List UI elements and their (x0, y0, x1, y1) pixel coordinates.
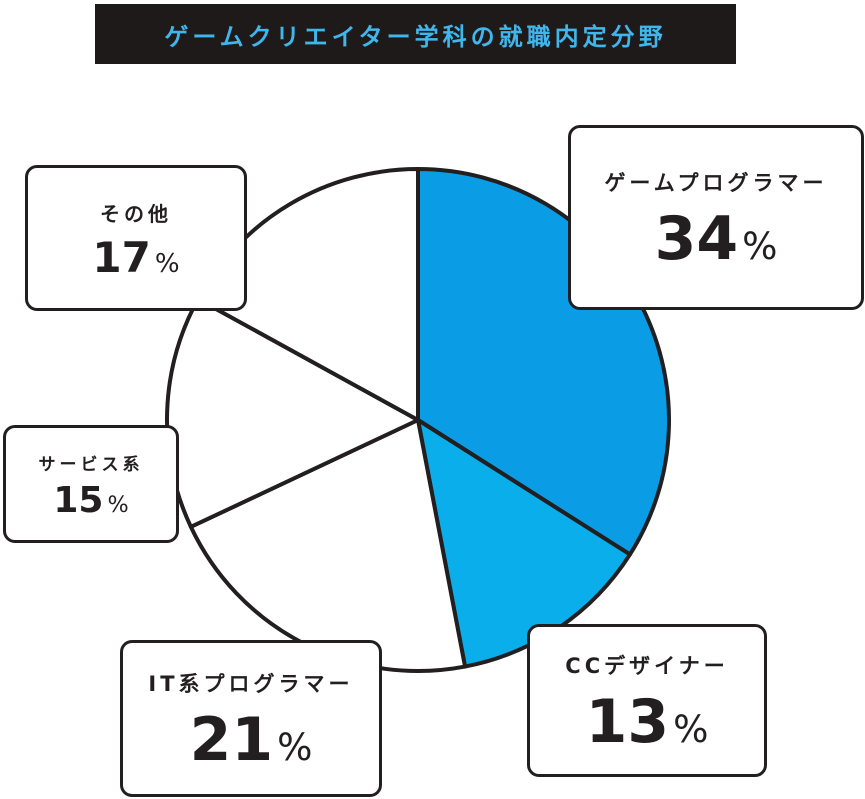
label-box-service: サービス系 15% (3, 425, 179, 543)
label-box-other: その他 17% (25, 165, 247, 311)
label-box-cc-designer: CCデザイナー 13% (527, 624, 767, 777)
slice-unit-other: % (154, 248, 180, 279)
chart-title-bar: ゲームクリエイター学科の就職内定分野 (95, 4, 736, 64)
slice-unit-game-programmer: % (742, 223, 778, 268)
slice-label-other: その他 (100, 201, 172, 226)
slice-unit-service: % (107, 491, 129, 518)
label-box-game-programmer: ゲームプログラマー 34% (568, 125, 864, 310)
slice-percent-it-programmer: 21% (190, 710, 313, 770)
slice-value-game-programmer: 34 (654, 203, 739, 274)
slice-value-cc-designer: 13 (585, 686, 670, 757)
slice-value-it-programmer: 21 (189, 704, 274, 775)
slice-percent-cc-designer: 13% (586, 692, 709, 752)
slice-percent-game-programmer: 34% (655, 209, 778, 269)
slice-unit-cc-designer: % (673, 706, 709, 751)
slice-label-service: サービス系 (38, 454, 144, 475)
label-box-it-programmer: IT系プログラマー 21% (120, 640, 382, 797)
slice-label-game-programmer: ゲームプログラマー (604, 170, 828, 195)
slice-unit-it-programmer: % (277, 724, 313, 769)
slice-label-it-programmer: IT系プログラマー (148, 671, 354, 696)
slice-percent-service: 15% (53, 479, 129, 521)
slice-value-other: 17 (92, 232, 151, 282)
slice-percent-other: 17% (92, 236, 180, 279)
slice-label-cc-designer: CCデザイナー (565, 653, 729, 678)
slice-service (165, 297, 420, 529)
chart-title: ゲームクリエイター学科の就職内定分野 (164, 22, 667, 51)
slice-value-service: 15 (53, 479, 104, 521)
